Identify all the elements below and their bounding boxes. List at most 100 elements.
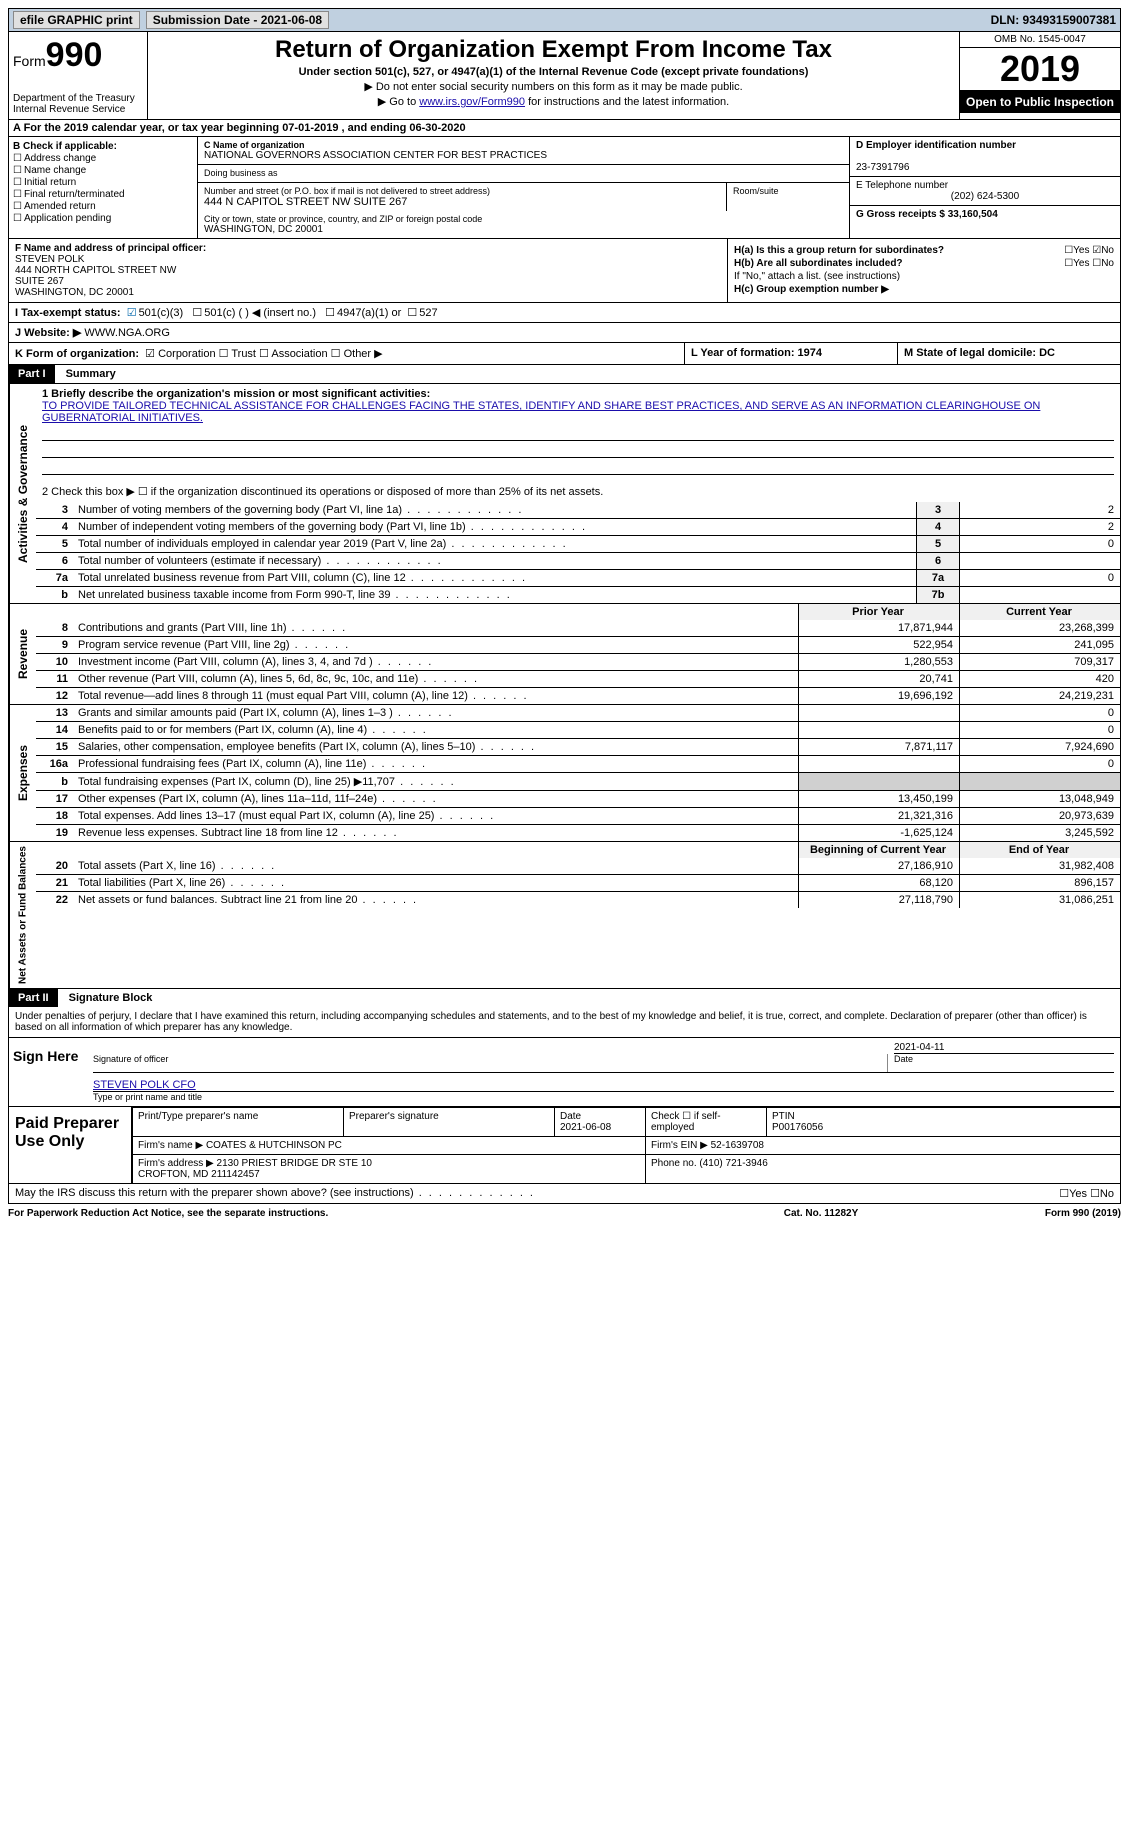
net-assets-table: Beginning of Current YearEnd of Year 20T… bbox=[36, 842, 1120, 908]
officer-addr3: WASHINGTON, DC 20001 bbox=[15, 287, 134, 298]
footer-right: Form 990 (2019) bbox=[921, 1208, 1121, 1219]
chk-4947[interactable] bbox=[325, 306, 337, 319]
dept-label: Department of the Treasury Internal Reve… bbox=[13, 93, 143, 115]
section-c: C Name of organization NATIONAL GOVERNOR… bbox=[198, 137, 849, 238]
line2-text: 2 Check this box ▶ ☐ if the organization… bbox=[36, 481, 1120, 502]
section-bcd: B Check if applicable: Address change Na… bbox=[8, 137, 1121, 239]
chk-501c[interactable] bbox=[192, 306, 204, 319]
mission-text[interactable]: TO PROVIDE TAILORED TECHNICAL ASSISTANCE… bbox=[42, 400, 1040, 424]
table-row: 15Salaries, other compensation, employee… bbox=[36, 739, 1120, 756]
hdr-beginning: Beginning of Current Year bbox=[799, 842, 960, 858]
may-irs-row: May the IRS discuss this return with the… bbox=[8, 1184, 1121, 1204]
blank-line-2 bbox=[42, 443, 1114, 458]
title-box: Return of Organization Exempt From Incom… bbox=[148, 32, 960, 119]
prep-self-employed[interactable]: Check ☐ if self-employed bbox=[646, 1108, 767, 1137]
table-row: 7aTotal unrelated business revenue from … bbox=[36, 570, 1120, 587]
ein-value: 23-7391796 bbox=[856, 162, 909, 173]
row-i-tax-status: I Tax-exempt status: 501(c)(3) 501(c) ( … bbox=[8, 303, 1121, 323]
chk-final-return[interactable]: Final return/terminated bbox=[13, 189, 193, 200]
type-name-label: Type or print name and title bbox=[93, 1092, 1114, 1102]
prep-sig-label: Preparer's signature bbox=[344, 1108, 555, 1137]
table-row: 8Contributions and grants (Part VIII, li… bbox=[36, 620, 1120, 637]
side-expenses: Expenses bbox=[9, 705, 36, 841]
org-name: NATIONAL GOVERNORS ASSOCIATION CENTER FO… bbox=[204, 150, 843, 161]
activities-table: 3Number of voting members of the governi… bbox=[36, 502, 1120, 603]
note2-suffix: for instructions and the latest informat… bbox=[525, 96, 729, 108]
part1-title: Summary bbox=[58, 366, 124, 382]
j-label: J Website: ▶ bbox=[15, 326, 81, 339]
row-k: K Form of organization: ☑ Corporation ☐ … bbox=[9, 343, 685, 364]
sig-date-label: Date bbox=[887, 1054, 1114, 1072]
street-value: 444 N CAPITOL STREET NW SUITE 267 bbox=[204, 196, 720, 208]
part1-header: Part I bbox=[9, 365, 55, 383]
section-activities: Activities & Governance 1 Briefly descri… bbox=[8, 384, 1121, 604]
form-header: Form990 Department of the Treasury Inter… bbox=[8, 32, 1121, 120]
ha-label: H(a) Is this a group return for subordin… bbox=[734, 245, 944, 256]
top-bar: efile GRAPHIC print Submission Date - 20… bbox=[8, 8, 1121, 32]
section-fh: F Name and address of principal officer:… bbox=[8, 239, 1121, 303]
dba-label: Doing business as bbox=[204, 168, 278, 178]
table-row: 19Revenue less expenses. Subtract line 1… bbox=[36, 825, 1120, 842]
chk-initial-return[interactable]: Initial return bbox=[13, 177, 193, 188]
firm-name-label: Firm's name ▶ bbox=[138, 1140, 203, 1151]
c-name-label: C Name of organization bbox=[204, 140, 305, 150]
table-row: 22Net assets or fund balances. Subtract … bbox=[36, 892, 1120, 909]
line1-label: 1 Briefly describe the organization's mi… bbox=[42, 388, 430, 400]
revenue-table: Prior YearCurrent Year 8Contributions an… bbox=[36, 604, 1120, 704]
table-row: 5Total number of individuals employed in… bbox=[36, 536, 1120, 553]
chk-name-change[interactable]: Name change bbox=[13, 165, 193, 176]
firm-ein-value: 52-1639708 bbox=[711, 1140, 764, 1151]
header-right: OMB No. 1545-0047 2019 Open to Public In… bbox=[960, 32, 1120, 119]
ha-answer[interactable]: ☐Yes ☑No bbox=[1064, 245, 1114, 256]
note2-prefix: ▶ Go to bbox=[378, 96, 419, 108]
officer-addr2: SUITE 267 bbox=[15, 276, 64, 287]
prep-date-value: 2021-06-08 bbox=[560, 1122, 611, 1133]
firm-name-value: COATES & HUTCHINSON PC bbox=[206, 1140, 342, 1151]
officer-name: STEVEN POLK bbox=[15, 254, 84, 265]
chk-501c3[interactable] bbox=[127, 306, 139, 319]
chk-application-pending[interactable]: Application pending bbox=[13, 213, 193, 224]
website-value: WWW.NGA.ORG bbox=[84, 327, 170, 339]
table-row: 20Total assets (Part X, line 16)27,186,9… bbox=[36, 858, 1120, 875]
open-to-public: Open to Public Inspection bbox=[960, 91, 1120, 113]
row-l: L Year of formation: 1974 bbox=[685, 343, 898, 364]
paid-preparer-label: Paid Preparer Use Only bbox=[8, 1107, 132, 1184]
section-f: F Name and address of principal officer:… bbox=[9, 239, 728, 302]
omb-number: OMB No. 1545-0047 bbox=[960, 32, 1120, 48]
section-expenses: Expenses 13Grants and similar amounts pa… bbox=[8, 705, 1121, 842]
phone-label: Phone no. bbox=[651, 1158, 697, 1169]
form-note-2: ▶ Go to www.irs.gov/Form990 for instruct… bbox=[154, 95, 953, 108]
k-label: K Form of organization: bbox=[15, 348, 139, 360]
officer-sig-line[interactable]: Signature of officer Date bbox=[93, 1054, 1114, 1073]
may-irs-answer[interactable]: ☐Yes ☐No bbox=[1059, 1187, 1114, 1200]
prep-name-label: Print/Type preparer's name bbox=[133, 1108, 344, 1137]
opt-501c: 501(c) ( ) ◀ (insert no.) bbox=[204, 306, 316, 319]
prep-date-label: Date bbox=[560, 1111, 581, 1122]
chk-address-change[interactable]: Address change bbox=[13, 153, 193, 164]
ptin-label: PTIN bbox=[772, 1111, 795, 1122]
hb-label: H(b) Are all subordinates included? bbox=[734, 258, 903, 269]
street-label: Number and street (or P.O. box if mail i… bbox=[204, 186, 720, 196]
row-m: M State of legal domicile: DC bbox=[898, 343, 1120, 364]
sig-date-value: 2021-04-11 bbox=[894, 1042, 1114, 1054]
officer-name-link[interactable]: STEVEN POLK CFO bbox=[93, 1079, 196, 1091]
section-d: D Employer identification number 23-7391… bbox=[849, 137, 1120, 238]
phone-value: (410) 721-3946 bbox=[699, 1158, 767, 1169]
k-options[interactable]: ☑ Corporation ☐ Trust ☐ Association ☐ Ot… bbox=[145, 348, 382, 360]
declaration-text: Under penalties of perjury, I declare th… bbox=[8, 1007, 1121, 1038]
hdr-current: Current Year bbox=[960, 604, 1121, 620]
firm-addr-label: Firm's address ▶ bbox=[138, 1158, 214, 1169]
irs-link[interactable]: www.irs.gov/Form990 bbox=[419, 96, 525, 108]
chk-527[interactable] bbox=[407, 306, 419, 319]
efile-print-button[interactable]: efile GRAPHIC print bbox=[13, 11, 140, 29]
hdr-prior: Prior Year bbox=[799, 604, 960, 620]
room-label: Room/suite bbox=[727, 183, 849, 211]
submission-date-label: Submission Date - 2021-06-08 bbox=[146, 11, 329, 29]
row-a-tax-year: A For the 2019 calendar year, or tax yea… bbox=[8, 120, 1121, 137]
side-activities: Activities & Governance bbox=[9, 384, 36, 603]
hb-answer[interactable]: ☐Yes ☐No bbox=[1064, 258, 1114, 269]
table-row: 13Grants and similar amounts paid (Part … bbox=[36, 705, 1120, 722]
table-row: 6Total number of volunteers (estimate if… bbox=[36, 553, 1120, 570]
tel-label: E Telephone number bbox=[856, 180, 948, 191]
chk-amended-return[interactable]: Amended return bbox=[13, 201, 193, 212]
